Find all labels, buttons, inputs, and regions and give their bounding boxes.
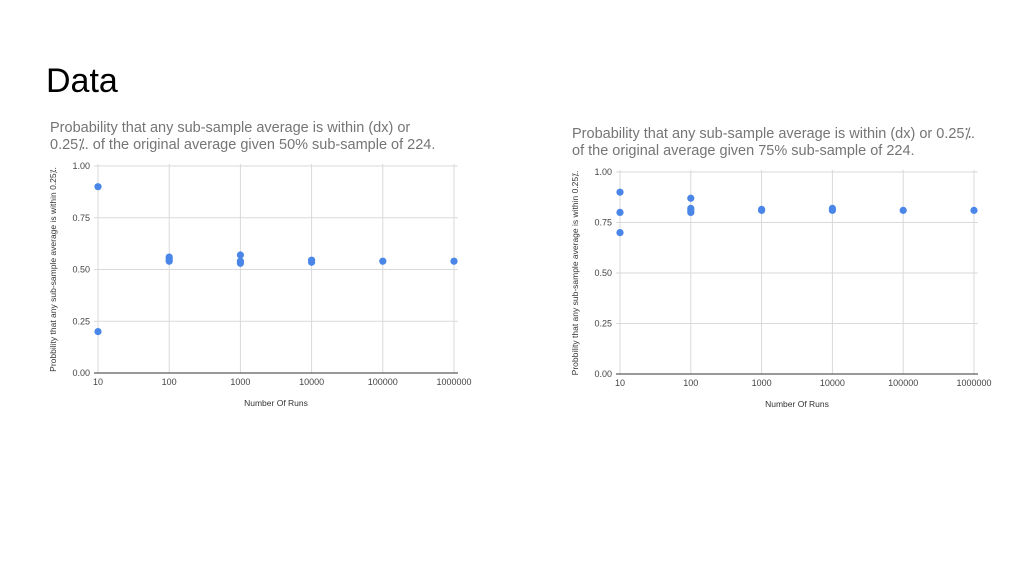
chart-title-line-1: Probability that any sub-sample average … [572,126,976,142]
data-point [687,194,695,202]
x-tick-label: 100 [162,377,177,387]
chart-title: Probability that any sub-sample average … [50,120,470,154]
data-point [236,259,244,267]
x-tick-label: 10 [93,377,103,387]
y-axis-label: Probbility that any sub-sample average i… [48,167,58,372]
chart-title: Probability that any sub-sample average … [572,126,992,160]
y-tick-label: 0.50 [594,268,612,278]
data-point [970,206,978,214]
chart-title-line-2: 0.25⁒. of the original average given 50%… [50,137,436,153]
x-tick-label: 1000000 [956,378,991,388]
x-tick-label: 10000 [820,378,845,388]
y-tick-label: 0.25 [72,316,90,326]
y-tick-label: 1.00 [594,167,612,177]
y-tick-label: 1.00 [72,161,90,171]
x-tick-label: 1000 [230,377,250,387]
data-point [758,206,766,214]
chart-title-line-1: Probability that any sub-sample average … [50,120,411,136]
x-tick-label: 100000 [368,377,398,387]
y-axis-label: Probbility that any sub-sample average i… [570,171,580,376]
data-point [687,208,695,216]
data-point [899,206,907,214]
x-tick-label: 100000 [888,378,918,388]
data-point [94,183,102,191]
data-point [94,328,102,336]
slide-title: Data [46,62,118,100]
x-tick-label: 10 [615,378,625,388]
y-tick-label: 0.75 [594,218,612,228]
data-point [616,229,624,237]
y-tick-label: 0.50 [72,265,90,275]
y-tick-label: 0.00 [72,368,90,378]
x-tick-label: 10000 [299,377,324,387]
x-tick-label: 100 [683,378,698,388]
y-tick-label: 0.75 [72,213,90,223]
data-point [450,257,458,265]
data-point [616,208,624,216]
scatter-chart-75-percent: Probability that any sub-sample average … [566,124,996,424]
y-tick-label: 0.25 [594,319,612,329]
x-tick-label: 1000000 [436,377,471,387]
x-axis-label: Number Of Runs [244,398,308,408]
data-point [236,251,244,259]
x-axis-label: Number Of Runs [765,399,829,409]
data-point [165,257,173,265]
y-tick-label: 0.00 [594,369,612,379]
data-point [308,258,316,266]
scatter-chart-50-percent: Probability that any sub-sample average … [44,118,474,418]
data-point [379,257,387,265]
data-point [828,206,836,214]
data-point [616,188,624,196]
x-tick-label: 1000 [752,378,772,388]
chart-title-line-2: of the original average given 75% sub-sa… [572,143,915,159]
